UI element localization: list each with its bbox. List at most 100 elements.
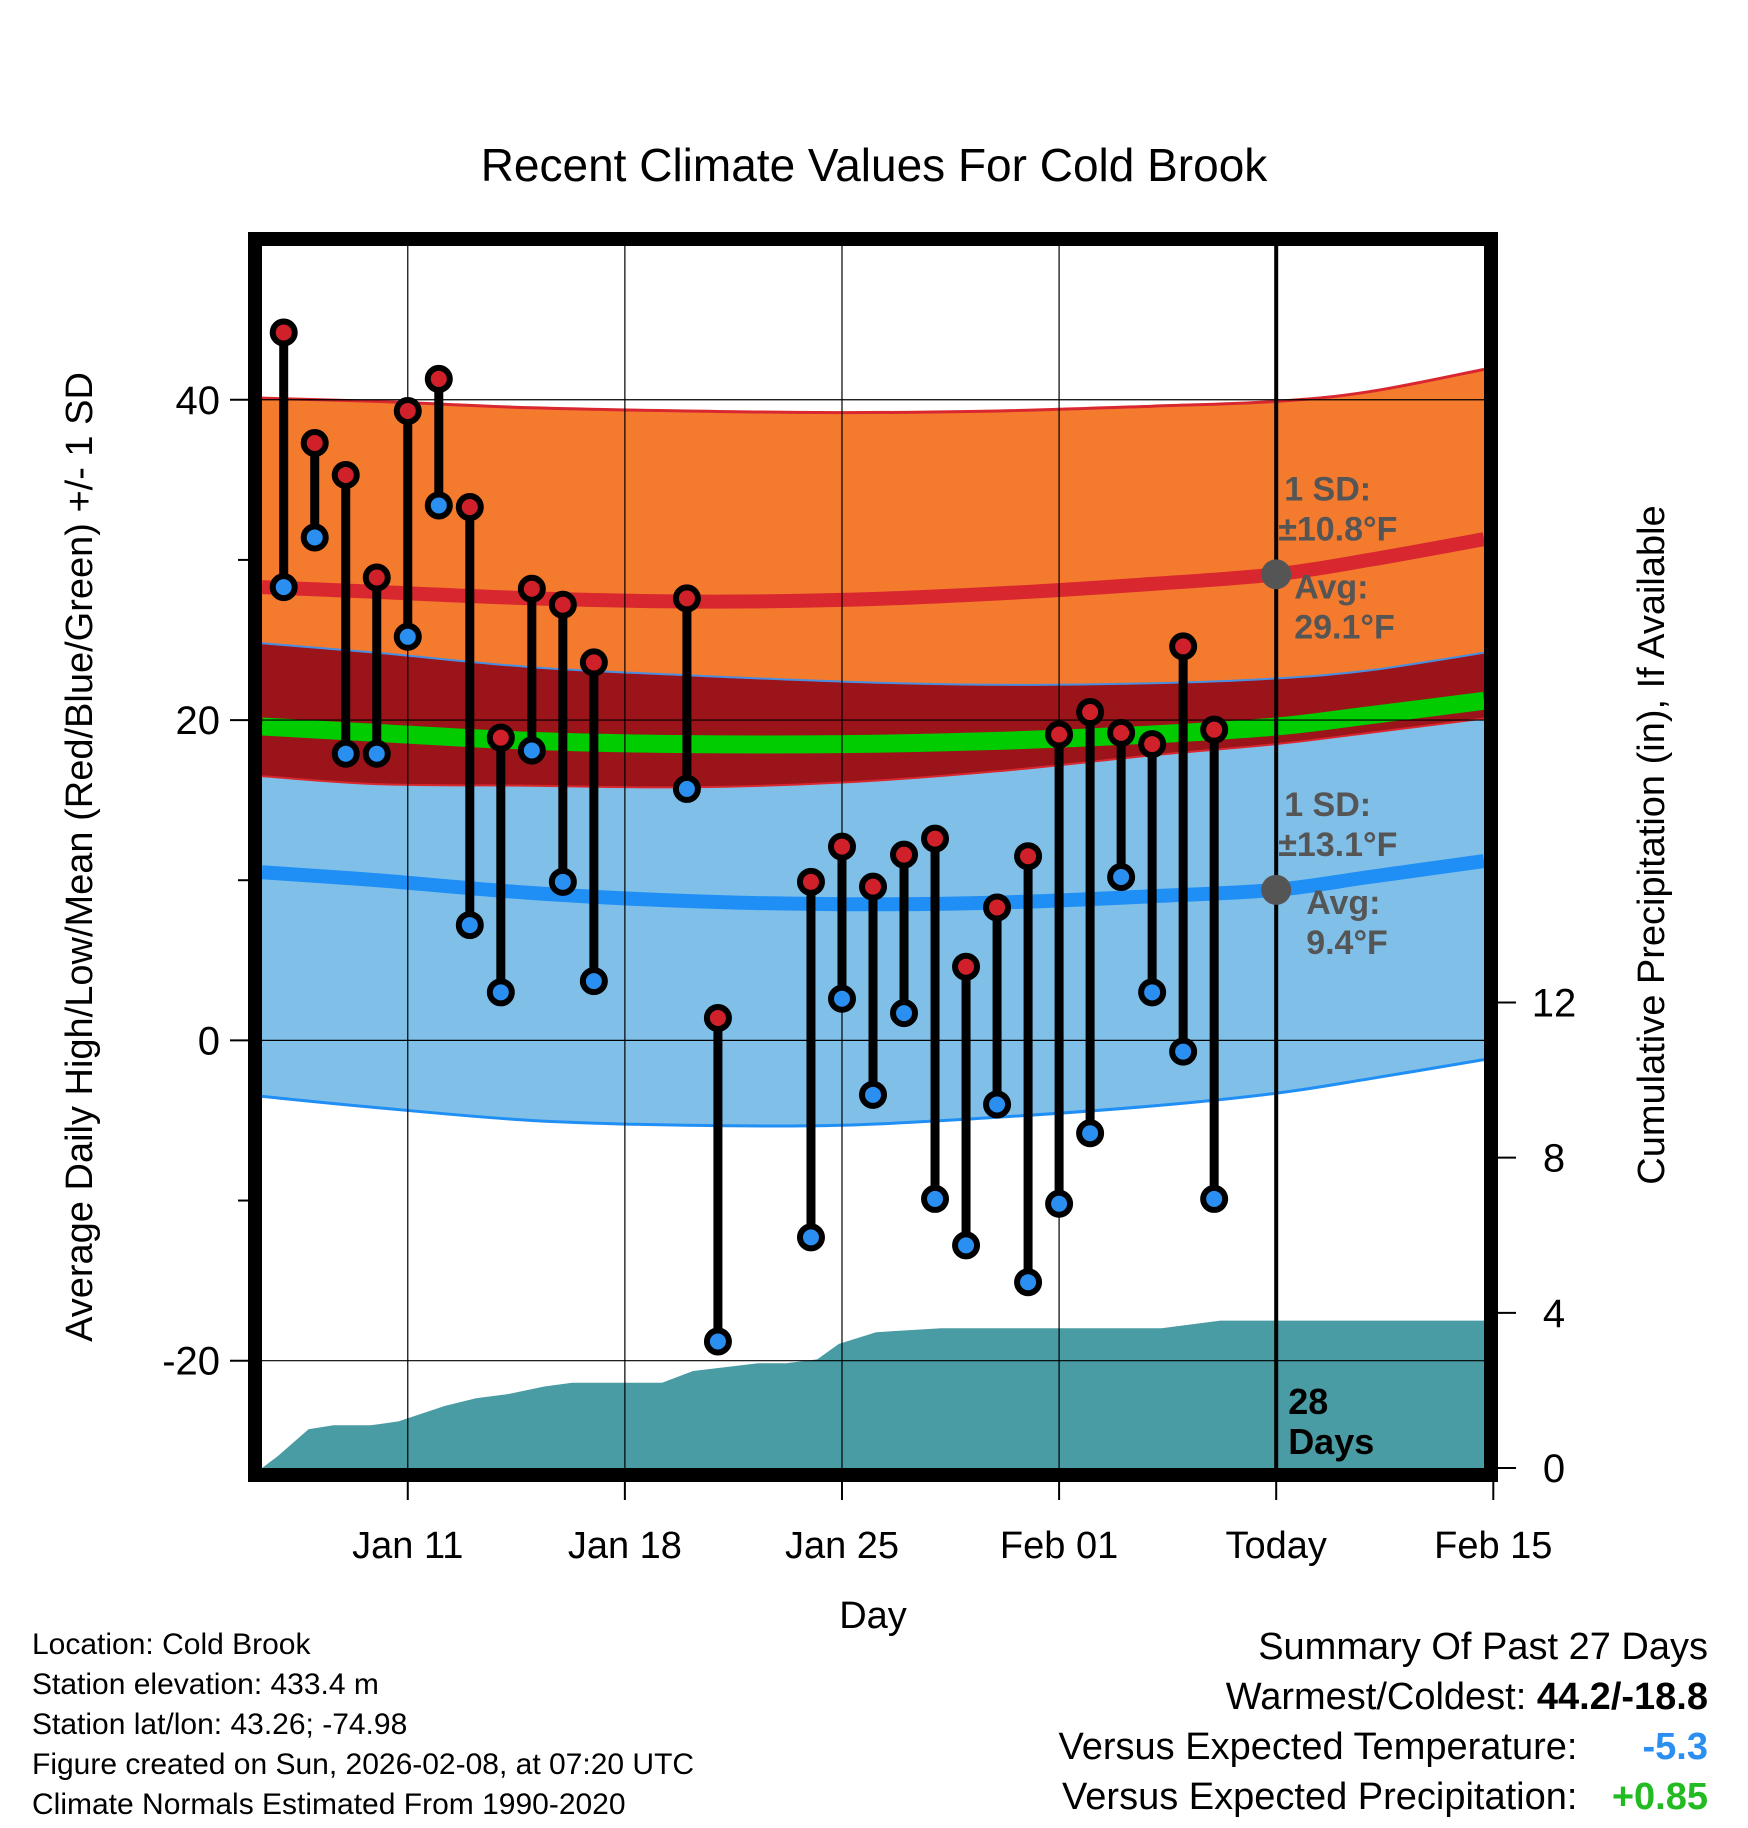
low-avg-label: Avg: bbox=[1306, 884, 1380, 922]
x-tick-label: Jan 18 bbox=[568, 1525, 682, 1567]
low-temp-dot bbox=[331, 739, 360, 768]
latlon-text: Station lat/lon: 43.26; -74.98 bbox=[32, 1708, 408, 1741]
high-temp-dot bbox=[796, 867, 825, 896]
high-temp-dot bbox=[1045, 720, 1074, 749]
days-count: 28 bbox=[1288, 1381, 1328, 1422]
low-temp-dot bbox=[517, 736, 546, 765]
low-lower-line bbox=[262, 1058, 1484, 1128]
high-avg-label: Avg: bbox=[1294, 568, 1368, 606]
low-temp-dot bbox=[579, 967, 608, 996]
low-temp-dot bbox=[300, 523, 329, 552]
y-right-axis-label: Cumulative Precipitation (in), If Availa… bbox=[1631, 505, 1673, 1184]
high-temp-dot bbox=[1169, 632, 1198, 661]
high-temp-dot bbox=[548, 590, 577, 619]
created-text: Figure created on Sun, 2026-02-08, at 07… bbox=[32, 1748, 695, 1781]
x-tick-label: Feb 15 bbox=[1434, 1525, 1552, 1567]
summary-panel: Summary Of Past 27 Days Warmest/Coldest:… bbox=[1059, 1622, 1708, 1822]
low-temp-dot bbox=[859, 1080, 887, 1109]
high-temp-dot bbox=[579, 648, 608, 677]
precip-label: Versus Expected Precipitation: bbox=[1062, 1776, 1588, 1818]
high-temp-dot bbox=[393, 396, 422, 425]
normals-text: Climate Normals Estimated From 1990-2020 bbox=[32, 1788, 626, 1821]
location-text: Location: Cold Brook bbox=[32, 1628, 311, 1661]
low-sd-value: ±13.1°F bbox=[1278, 826, 1397, 864]
y-right-tick-label: 0 bbox=[1543, 1447, 1565, 1491]
low-temp-dot bbox=[455, 911, 484, 940]
x-tick-label: Jan 11 bbox=[352, 1525, 463, 1567]
high-temp-dot bbox=[827, 832, 856, 861]
days-word: Days bbox=[1288, 1421, 1374, 1462]
high-temp-dot bbox=[362, 563, 391, 592]
y-right-tick-label: 4 bbox=[1543, 1292, 1565, 1336]
x-tick-label: Today bbox=[1225, 1525, 1326, 1567]
high-temp-dot bbox=[890, 840, 919, 869]
low-temp-dot bbox=[921, 1184, 950, 1213]
plot-frame bbox=[248, 232, 1498, 1482]
high-temp-dot bbox=[424, 364, 453, 393]
low-temp-dot bbox=[890, 999, 919, 1028]
high-temp-dot bbox=[269, 318, 298, 347]
high-temp-dot bbox=[703, 1003, 732, 1032]
y-right-tick-label: 12 bbox=[1532, 981, 1577, 1025]
x-tick-label: Jan 25 bbox=[785, 1525, 899, 1567]
high-temp-dot bbox=[921, 824, 950, 853]
y-right-tick-label: 8 bbox=[1543, 1137, 1565, 1181]
low-temp-dot bbox=[1045, 1189, 1074, 1218]
high-avg-line bbox=[262, 532, 1484, 609]
low-temp-dot bbox=[983, 1090, 1012, 1119]
low-temp-dot bbox=[362, 739, 391, 768]
low-temp-dot bbox=[796, 1223, 825, 1252]
elevation-text: Station elevation: 433.4 m bbox=[32, 1668, 379, 1701]
low-temp-dot bbox=[424, 491, 453, 520]
low-upper-line bbox=[262, 717, 1484, 789]
low-temp-dot bbox=[548, 867, 577, 896]
high-temp-dot bbox=[672, 584, 701, 613]
temp-value: -5.3 bbox=[1642, 1726, 1708, 1768]
low-temp-dot bbox=[393, 622, 422, 651]
high-temp-dot bbox=[455, 493, 484, 522]
y-left-tick-label: 0 bbox=[198, 1019, 220, 1063]
summary-warm-cold: Warmest/Coldest: 44.2/-18.8 bbox=[1059, 1672, 1708, 1722]
summary-temp: Versus Expected Temperature: -5.3 bbox=[1059, 1722, 1708, 1772]
chart-title: Recent Climate Values For Cold Brook bbox=[480, 139, 1268, 191]
low-temp-dot bbox=[1076, 1119, 1105, 1148]
high-sd-label: 1 SD: bbox=[1284, 470, 1371, 508]
x-tick-label: Feb 01 bbox=[1000, 1525, 1118, 1567]
y-left-tick-label: 20 bbox=[176, 699, 221, 743]
low-temp-dot bbox=[827, 984, 856, 1013]
overlap-band bbox=[262, 643, 1484, 788]
low-temp-dot bbox=[486, 978, 515, 1007]
low-temp-dot bbox=[703, 1327, 732, 1356]
high-temp-dot bbox=[300, 428, 329, 457]
low-temp-dot bbox=[1014, 1268, 1043, 1297]
summary-heading: Summary Of Past 27 Days bbox=[1258, 1626, 1708, 1668]
high-temp-dot bbox=[952, 952, 981, 981]
high-temp-dot bbox=[517, 574, 546, 603]
warm-cold-value: 44.2/-18.8 bbox=[1536, 1676, 1708, 1718]
low-temp-dot bbox=[952, 1231, 981, 1260]
low-temp-dot bbox=[269, 573, 298, 602]
y-left-axis-label: Average Daily High/Low/Mean (Red/Blue/Gr… bbox=[59, 372, 101, 1342]
low-temp-dot bbox=[1107, 863, 1136, 892]
high-avg-value: 29.1°F bbox=[1294, 608, 1395, 646]
low-avg-line bbox=[262, 854, 1484, 912]
high-temp-dot bbox=[1076, 698, 1105, 727]
x-axis-label: Day bbox=[839, 1595, 907, 1637]
high-temp-dot bbox=[983, 893, 1012, 922]
high-sd-value: ±10.8°F bbox=[1278, 510, 1397, 548]
precip-area bbox=[262, 1320, 1484, 1468]
high-temp-dot bbox=[859, 872, 887, 901]
high-avg-marker bbox=[1261, 559, 1292, 590]
high-temp-dot bbox=[1014, 842, 1043, 871]
low-avg-marker bbox=[1261, 874, 1292, 905]
high-temp-dot bbox=[331, 461, 360, 490]
high-temp-dot bbox=[1107, 718, 1136, 747]
high-temp-dot bbox=[1200, 715, 1229, 744]
low-temp-dot bbox=[1138, 978, 1167, 1007]
y-left-tick-label: -20 bbox=[162, 1340, 220, 1384]
summary-precip: Versus Expected Precipitation: +0.85 bbox=[1059, 1772, 1708, 1822]
low-temp-dot bbox=[672, 774, 701, 803]
low-sd-label: 1 SD: bbox=[1284, 786, 1371, 824]
temp-label: Versus Expected Temperature: bbox=[1058, 1726, 1588, 1768]
